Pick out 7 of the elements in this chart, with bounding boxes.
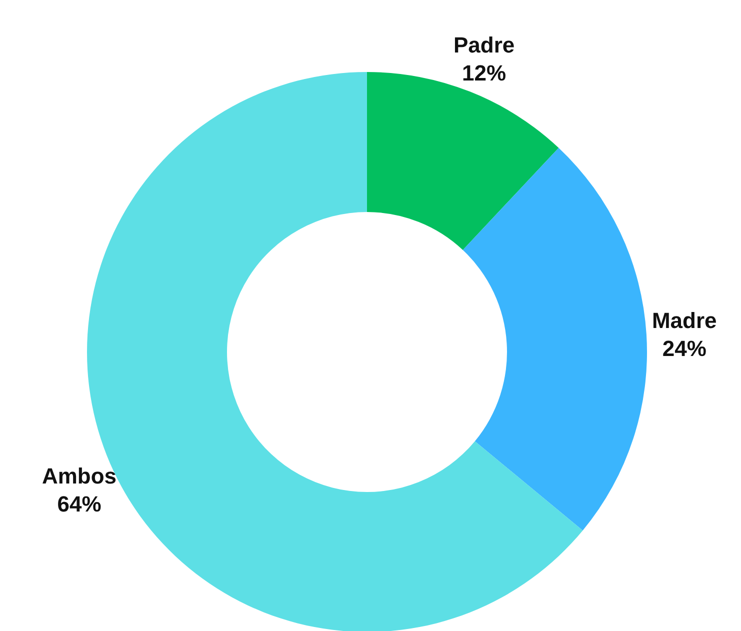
- data-label: 64%: [57, 491, 102, 516]
- slice-label: Ambos: [42, 463, 117, 488]
- slice-label: Padre: [453, 32, 515, 58]
- data-label: 12%: [462, 60, 506, 86]
- slice-label: Madre: [652, 308, 717, 334]
- donut-slice: [462, 148, 646, 530]
- data-label: 24%: [662, 336, 706, 362]
